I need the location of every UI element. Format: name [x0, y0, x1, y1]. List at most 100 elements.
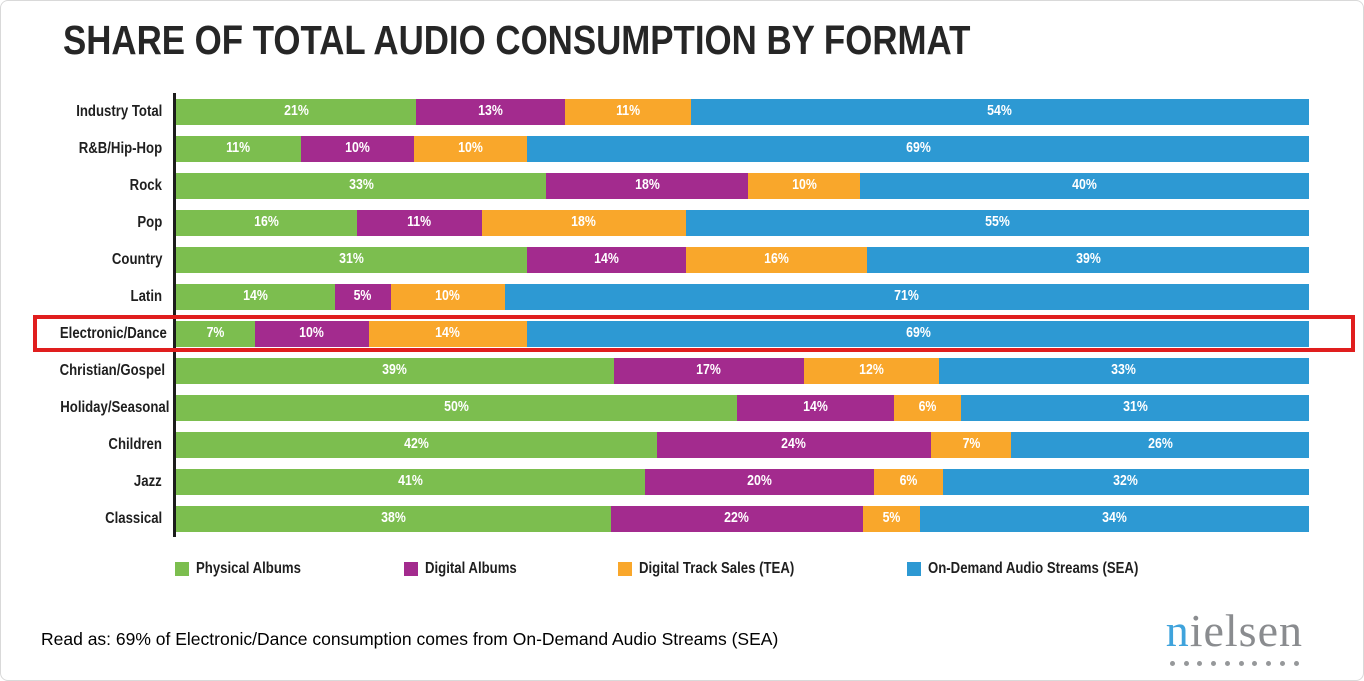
bar-track: 21% 13% 11% 54%	[173, 93, 1309, 130]
bar-segment-value: 22%	[724, 510, 750, 527]
stacked-bar: 38% 22% 5% 34%	[176, 505, 1309, 532]
bar-segment: 55%	[685, 209, 1309, 236]
stacked-bar: 41% 20% 6% 32%	[176, 468, 1309, 495]
legend-label-text: Physical Albums	[195, 560, 301, 577]
row-label: Pop	[41, 215, 173, 231]
bar-segment-value: 7%	[962, 436, 981, 453]
bar-segment-value: 16%	[254, 214, 279, 231]
logo-dot	[1238, 661, 1244, 666]
bar-segment: 10%	[391, 283, 505, 310]
nielsen-logo: nielsen	[1166, 608, 1307, 666]
row-label: R&B/Hip-Hop	[41, 141, 173, 157]
row-label-text: Holiday/Seasonal	[60, 398, 170, 416]
bar-track: 11% 10% 10% 69%	[173, 130, 1309, 167]
chart-row-r-b-hip-hop: R&B/Hip-Hop 11% 10% 10% 69%	[41, 130, 1309, 167]
logo-accent-letter: n	[1165, 605, 1190, 656]
bar-track: 38% 22% 5% 34%	[173, 500, 1309, 537]
bar-segment: 32%	[942, 468, 1309, 495]
row-label: Jazz	[41, 474, 173, 490]
row-label: Children	[41, 437, 173, 453]
stacked-bar: 21% 13% 11% 54%	[176, 98, 1309, 125]
bar-track: 7% 10% 14% 69%	[173, 315, 1309, 352]
legend-label: On-Demand Audio Streams (SEA)	[928, 561, 1175, 577]
stacked-bar: 14% 5% 10% 71%	[176, 283, 1310, 310]
chart-row-classical: Classical 38% 22% 5% 34%	[41, 500, 1309, 537]
bar-segment: 13%	[416, 98, 566, 125]
bar-segment: 34%	[919, 505, 1309, 532]
stacked-bar: 50% 14% 6% 31%	[176, 394, 1309, 421]
bar-segment-value: 33%	[348, 177, 374, 194]
chart-row-industry-total: Industry Total 21% 13% 11% 54%	[41, 93, 1309, 130]
bar-segment: 71%	[504, 283, 1310, 310]
bar-segment: 6%	[893, 394, 962, 421]
bar-segment-value: 11%	[616, 103, 641, 120]
bar-segment-value: 18%	[634, 177, 660, 194]
stacked-bar: 11% 10% 10% 69%	[176, 135, 1309, 162]
bar-segment: 50%	[176, 394, 737, 421]
chart-row-jazz: Jazz 41% 20% 6% 32%	[41, 463, 1309, 500]
logo-dot	[1252, 661, 1258, 666]
bar-segment-value: 33%	[1111, 362, 1137, 379]
row-label-text: Country	[111, 250, 162, 268]
stacked-bar: 16% 11% 18% 55%	[176, 209, 1309, 236]
chart-row-children: Children 42% 24% 7% 26%	[41, 426, 1310, 463]
logo-dot	[1169, 661, 1175, 666]
read-as-footnote: Read as: 69% of Electronic/Dance consump…	[41, 629, 779, 649]
legend-label: Digital Track Sales (TEA)	[639, 561, 822, 577]
bar-segment-value: 14%	[242, 288, 268, 305]
stacked-bar: 39% 17% 12% 33%	[176, 357, 1309, 384]
nielsen-logo-wordmark: nielsen	[1166, 608, 1303, 654]
bar-segment: 5%	[334, 283, 392, 310]
chart-row-country: Country 31% 14% 16% 39%	[41, 241, 1310, 278]
chart-row-christian-gospel: Christian/Gospel 39% 17% 12% 33%	[41, 352, 1309, 389]
row-label: Electronic/Dance	[41, 326, 173, 342]
bar-track: 31% 14% 16% 39%	[173, 241, 1310, 278]
bar-segment-value: 69%	[905, 140, 931, 157]
logo-dot	[1224, 661, 1230, 666]
bar-segment: 39%	[176, 357, 614, 384]
chart-legend: Physical Albums Digital Albums Digital Tra…	[41, 561, 1309, 577]
bar-segment-value: 10%	[344, 140, 370, 157]
bar-segment-value: 31%	[339, 251, 364, 268]
logo-dot	[1266, 661, 1272, 666]
logo-dot	[1197, 661, 1203, 666]
row-label-text: Children	[108, 435, 162, 453]
bar-segment-value: 5%	[354, 288, 372, 305]
bar-segment: 12%	[804, 357, 939, 384]
bar-segment: 33%	[938, 357, 1309, 384]
bar-segment-value: 41%	[398, 473, 423, 490]
row-label: Industry Total	[41, 104, 173, 120]
bar-segment: 11%	[565, 98, 691, 125]
bar-segment: 54%	[691, 98, 1309, 125]
bar-segment-value: 14%	[435, 325, 461, 342]
bar-track: 33% 18% 10% 40%	[173, 167, 1309, 204]
bar-segment-value: 38%	[381, 510, 406, 527]
footer: Read as: 69% of Electronic/Dance consump…	[41, 608, 1307, 666]
bar-segment-value: 13%	[478, 103, 504, 120]
legend-label: Physical Albums	[196, 561, 319, 577]
bar-segment-value: 14%	[594, 251, 619, 268]
bar-segment-value: 40%	[1072, 177, 1097, 194]
row-label-text: Industry Total	[75, 102, 162, 120]
nielsen-logo-dots	[1166, 661, 1303, 666]
bar-segment-value: 50%	[444, 399, 469, 416]
row-label-text: Latin	[130, 287, 162, 305]
row-label-text: Electronic/Dance	[59, 324, 167, 342]
bar-segment: 18%	[546, 172, 749, 199]
bar-segment: 14%	[368, 320, 528, 347]
row-label-text: Pop	[137, 213, 162, 231]
bar-segment-value: 10%	[791, 177, 817, 194]
legend-item: Digital Track Sales (TEA)	[618, 561, 822, 577]
chart-row-pop: Pop 16% 11% 18% 55%	[41, 204, 1309, 241]
bar-segment: 14%	[176, 283, 335, 310]
bar-segment: 40%	[860, 172, 1309, 199]
bar-segment: 39%	[867, 246, 1310, 273]
bar-track: 42% 24% 7% 26%	[173, 426, 1310, 463]
chart-row-rock: Rock 33% 18% 10% 40%	[41, 167, 1309, 204]
bar-segment-value: 24%	[781, 436, 807, 453]
logo-dot	[1183, 661, 1189, 666]
bar-segment: 69%	[527, 135, 1309, 162]
bar-segment: 7%	[931, 431, 1012, 458]
bar-segment: 33%	[176, 172, 547, 199]
bar-segment: 18%	[481, 209, 686, 236]
